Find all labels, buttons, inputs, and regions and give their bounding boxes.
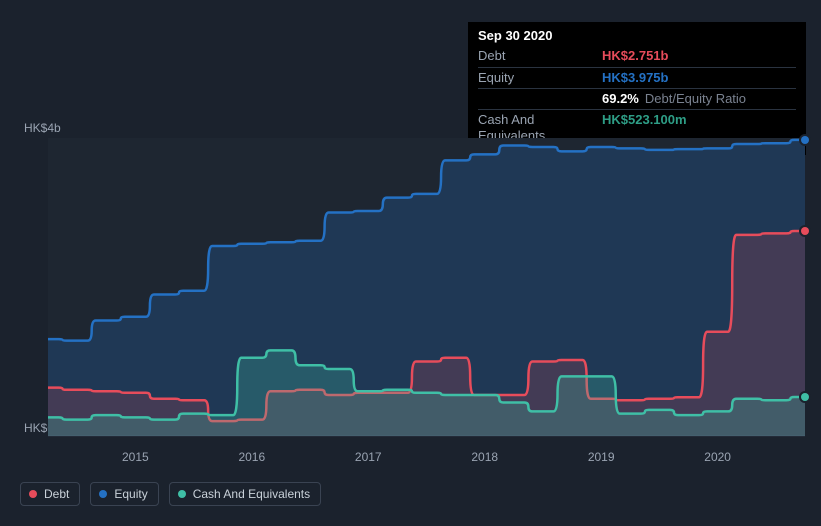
chart-container: Sep 30 2020 DebtHK$2.751bEquityHK$3.975b… xyxy=(0,0,821,526)
legend-item-debt[interactable]: Debt xyxy=(20,482,80,506)
legend-item-cash[interactable]: Cash And Equivalents xyxy=(169,482,321,506)
legend-label: Debt xyxy=(44,487,69,501)
cash-legend-dot xyxy=(178,490,186,498)
debt-legend-dot xyxy=(29,490,37,498)
cash-end-dot xyxy=(801,393,809,401)
legend-label: Equity xyxy=(114,487,147,501)
legend-item-equity[interactable]: Equity xyxy=(90,482,158,506)
legend: Debt Equity Cash And Equivalents xyxy=(20,482,321,506)
chart-svg xyxy=(0,0,821,526)
legend-label: Cash And Equivalents xyxy=(193,487,310,501)
equity-legend-dot xyxy=(99,490,107,498)
equity-end-dot xyxy=(801,136,809,144)
debt-end-dot xyxy=(801,227,809,235)
